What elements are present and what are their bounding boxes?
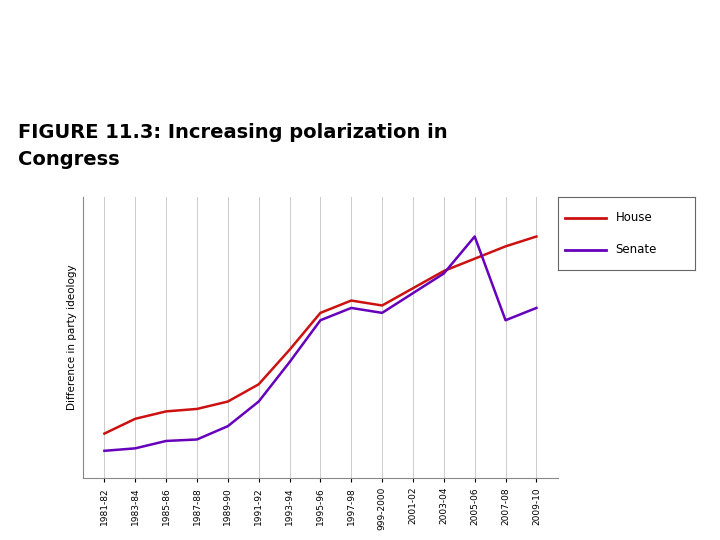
House (470, 255, 479, 262)
Senate (223, 423, 232, 429)
Senate (131, 445, 140, 451)
House (378, 302, 387, 309)
House (193, 406, 202, 412)
Senate (100, 448, 109, 454)
House (254, 381, 263, 388)
House (131, 416, 140, 422)
Text: FIGURE 11.3: Increasing polarization in: FIGURE 11.3: Increasing polarization in (18, 123, 448, 142)
House (223, 399, 232, 405)
Senate (532, 305, 541, 311)
Senate (378, 309, 387, 316)
House (409, 285, 418, 292)
Text: Senate: Senate (616, 243, 657, 256)
Senate (501, 317, 510, 323)
House (501, 243, 510, 249)
Y-axis label: Difference in party ideology: Difference in party ideology (67, 265, 77, 410)
Senate (285, 359, 294, 366)
Text: House: House (616, 211, 652, 224)
Text: 11.4: 11.4 (616, 57, 705, 91)
House (100, 430, 109, 437)
Senate (193, 436, 202, 443)
Line: House: House (104, 237, 536, 434)
Senate (409, 290, 418, 296)
Senate (254, 399, 263, 405)
Text: Congress: Congress (18, 150, 120, 169)
Senate (439, 270, 448, 276)
Senate (347, 305, 356, 311)
House (532, 233, 541, 240)
House (316, 309, 325, 316)
House (162, 408, 171, 415)
House (439, 268, 448, 274)
House (285, 347, 294, 353)
Senate (162, 438, 171, 444)
Senate (316, 317, 325, 323)
Line: Senate: Senate (104, 237, 536, 451)
Senate (470, 233, 479, 240)
House (347, 298, 356, 304)
